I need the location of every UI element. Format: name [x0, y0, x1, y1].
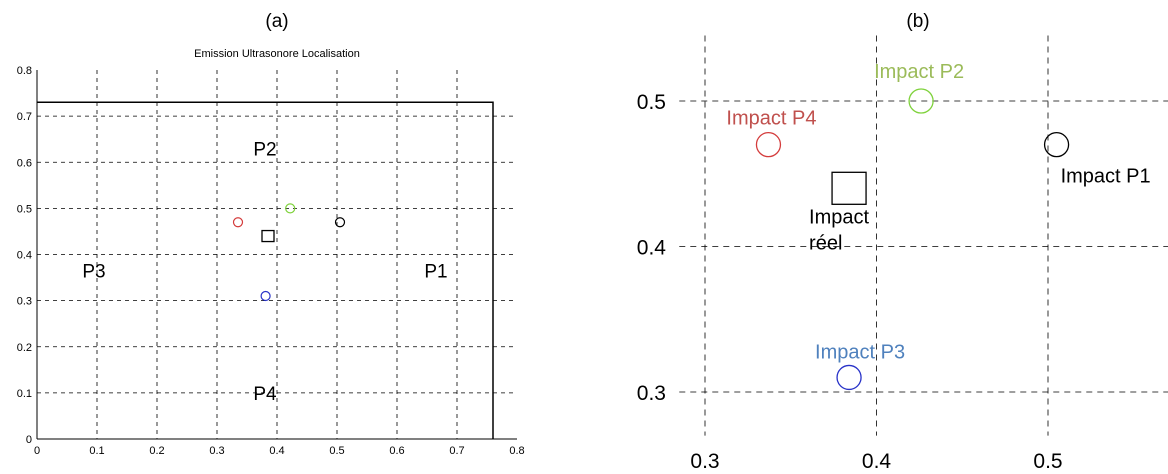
impact-marker-red — [232, 217, 244, 228]
chart-a-marks — [232, 203, 346, 302]
impact-marker-blue — [836, 364, 862, 391]
y-tick-label: 0 — [26, 434, 32, 446]
chart-b-gridlines — [679, 35, 1168, 436]
sensor-label-p2: P2 — [253, 139, 276, 160]
chart-a-tick-labels: 0 0.1 0.2 0.3 0.4 0.5 0.6 0.7 0.8 0 0.1 0.2 0.3 0.4 0.… — [17, 65, 525, 457]
x-tick-label: 0 — [34, 445, 40, 457]
x-tick-label: 0.5 — [329, 445, 344, 457]
x-tick-label: 0.1 — [89, 445, 104, 457]
y-tick-label: 0.4 — [17, 250, 32, 262]
y-tick-label: 0.5 — [17, 203, 32, 215]
x-tick-label: 0.4 — [862, 450, 892, 473]
plate-boundary — [37, 101, 494, 439]
x-tick-label: 0.8 — [509, 445, 524, 457]
sensor-labels: P1 P2 P3 P4 — [82, 139, 447, 404]
chart-b-marks: Impact P1 Impact P2 Impact P4 Impact P3 Impa… — [726, 61, 1151, 391]
chart-a-title: Emission Ultrasonore Localisation — [194, 48, 360, 60]
chart-a-axes — [36, 70, 517, 440]
impact-label-red: Impact P4 — [726, 108, 816, 130]
y-tick-label: 0.1 — [17, 388, 32, 400]
y-tick-label: 0.3 — [17, 296, 32, 308]
x-tick-label: 0.2 — [149, 445, 164, 457]
impact-marker-black — [334, 217, 346, 228]
chart-a-gridlines — [37, 70, 517, 439]
impact-marker-green — [908, 88, 934, 114]
plate-outline — [37, 101, 494, 439]
impact-marker-blue — [260, 290, 271, 302]
x-tick-label: 0.6 — [389, 445, 404, 457]
impact-marker-green — [285, 203, 296, 214]
x-tick-label: 0.3 — [209, 445, 224, 457]
panel-a-label: (a) — [265, 11, 288, 32]
y-tick-label: 0.6 — [17, 157, 32, 169]
panel-b-label: (b) — [906, 11, 929, 32]
x-tick-label: 0.3 — [690, 450, 719, 473]
impact-label-green: Impact P2 — [874, 61, 964, 83]
impact-marker-black — [1043, 131, 1070, 158]
sensor-label-p3: P3 — [82, 262, 105, 283]
sensor-label-p1: P1 — [424, 262, 447, 283]
impact-label-black: Impact P1 — [1061, 166, 1151, 188]
actual-impact-marker — [831, 171, 867, 205]
actual-impact-marker — [261, 229, 275, 243]
sensor-label-p4: P4 — [253, 384, 277, 405]
x-tick-label: 0.4 — [269, 445, 284, 457]
y-tick-label: 0.4 — [637, 237, 667, 260]
actual-impact-label-line1: Impact — [809, 206, 869, 228]
y-tick-label: 0.2 — [17, 342, 32, 354]
chart-b-tick-labels: 0.3 0.4 0.5 0.3 0.4 0.5 — [637, 91, 1063, 473]
x-tick-label: 0.5 — [1033, 450, 1062, 473]
y-tick-label: 0.7 — [17, 111, 32, 123]
y-tick-label: 0.5 — [637, 91, 666, 114]
impact-label-blue: Impact P3 — [815, 341, 905, 363]
x-tick-label: 0.7 — [449, 445, 464, 457]
y-tick-label: 0.3 — [637, 382, 666, 405]
impact-marker-red — [755, 131, 782, 158]
actual-impact-label-line2: réel — [809, 232, 842, 254]
y-tick-label: 0.8 — [17, 65, 32, 77]
